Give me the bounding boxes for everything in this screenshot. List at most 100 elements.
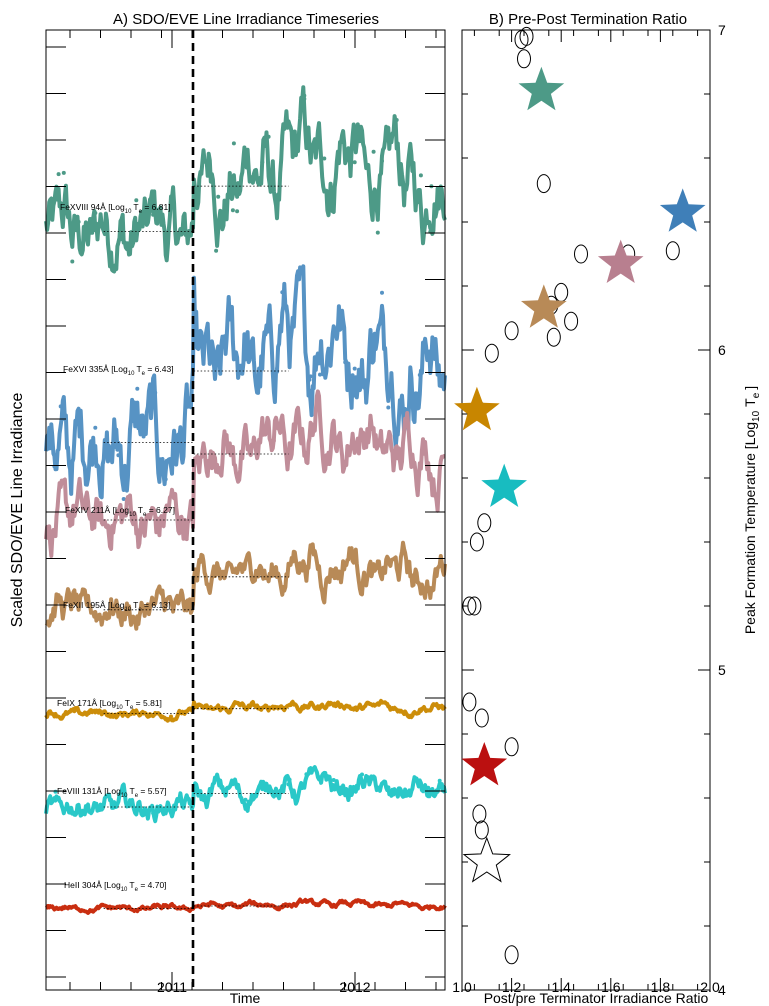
scatter-circle bbox=[477, 513, 492, 533]
series-dot bbox=[243, 797, 248, 802]
series-dot bbox=[134, 198, 139, 203]
line-label-1: FeXVI 335Å [Log10 Te = 6.43] bbox=[63, 364, 174, 377]
series-dot bbox=[375, 230, 380, 235]
panel-a-x-ticks bbox=[69, 30, 437, 990]
series-dot bbox=[394, 118, 399, 122]
series-dot bbox=[275, 366, 279, 371]
scatter-circle bbox=[574, 244, 588, 264]
series-dot bbox=[418, 173, 423, 178]
scatter-circle bbox=[469, 532, 484, 552]
series-dot bbox=[231, 141, 236, 146]
star-marker-fexvi-335- bbox=[659, 188, 706, 232]
series-dot bbox=[70, 259, 75, 264]
scatter-circle bbox=[546, 327, 561, 347]
star-marker-feix-171- bbox=[454, 386, 500, 431]
panel-b-ticks: 1.0 1.2 1.4 1.6 1.8 2.04 5 6 7 bbox=[452, 22, 726, 998]
panel-a-title: A) SDO/EVE Line Irradiance Timeseries bbox=[113, 11, 379, 28]
scatter-circle bbox=[504, 945, 519, 965]
scatter-circle bbox=[474, 820, 489, 840]
series-dot bbox=[380, 159, 384, 163]
series-dot bbox=[56, 172, 61, 177]
scatter-circle bbox=[484, 343, 499, 363]
series-dot bbox=[97, 612, 102, 617]
scatter-circle bbox=[504, 737, 519, 757]
scatter-circle bbox=[462, 596, 477, 616]
series-dot bbox=[411, 417, 416, 422]
y-label-main: Peak Formation Temperature [Log bbox=[742, 422, 758, 634]
series-dot bbox=[302, 93, 307, 98]
panel-a-x-label: Time bbox=[230, 990, 261, 1006]
line-label-5: FeVIII 131Å [Log10 Te = 5.57] bbox=[57, 786, 167, 799]
y-label-sub: 10 bbox=[751, 410, 762, 422]
series-dot bbox=[230, 208, 235, 213]
panel-a-series bbox=[44, 85, 447, 915]
series-line-3 bbox=[44, 540, 447, 631]
series-dot bbox=[396, 788, 401, 792]
series-dot bbox=[135, 386, 140, 391]
series-dot bbox=[426, 785, 431, 790]
scatter-circle bbox=[564, 311, 579, 331]
panel-b-frame bbox=[461, 29, 711, 991]
panel-a-line-labels: FeXVIII 94Å [Log10 Te = 6.81] FeXVI 335Å [… bbox=[57, 202, 175, 893]
series-dot bbox=[305, 140, 310, 145]
star-marker-fexviii-94- bbox=[518, 66, 565, 111]
series-dot bbox=[113, 445, 118, 449]
series-dot bbox=[224, 208, 229, 213]
series-dot bbox=[153, 390, 158, 395]
scatter-circle bbox=[467, 596, 482, 616]
series-dot bbox=[223, 334, 228, 339]
scatter-circle bbox=[536, 174, 551, 194]
series-dot bbox=[343, 360, 348, 365]
series-dot bbox=[352, 160, 357, 165]
panel-b-x-label: Post/pre Terminator Irradiance Ratio bbox=[484, 990, 709, 1006]
series-dot bbox=[79, 251, 84, 256]
b-x-tick-label: 1.2 bbox=[502, 979, 522, 995]
series-dot bbox=[322, 156, 327, 161]
scatter-circle bbox=[514, 30, 529, 50]
b-x-tick-label: 1.6 bbox=[601, 979, 621, 995]
series-dot bbox=[121, 497, 126, 501]
series-dot bbox=[235, 209, 240, 214]
series-dot bbox=[287, 777, 292, 782]
series-dot bbox=[286, 782, 291, 787]
series-dot bbox=[73, 706, 78, 710]
line-label-2: FeXIV 211Å [Log10 Te = 6.27] bbox=[65, 505, 175, 518]
series-line-2 bbox=[44, 389, 446, 558]
series-dot bbox=[151, 811, 156, 816]
scatter-circle bbox=[504, 321, 519, 341]
svg-text:Peak Formation Temperature [Lo: Peak Formation Temperature [Log10 Te] bbox=[742, 386, 762, 634]
series-dot bbox=[207, 361, 212, 366]
y-label-var: T bbox=[742, 398, 758, 407]
series-dot bbox=[386, 785, 391, 790]
series-dot bbox=[238, 186, 243, 190]
series-dot bbox=[226, 297, 231, 302]
series-dot bbox=[119, 237, 124, 242]
series-dot bbox=[116, 453, 121, 458]
series-dot bbox=[161, 903, 166, 907]
scatter-circle bbox=[554, 282, 569, 302]
star-marker-fexiv-211- bbox=[597, 239, 644, 283]
line-label-4: FeIX 171Å [Log10 Te = 5.81] bbox=[57, 698, 162, 711]
x-tick-2012: 2012 bbox=[339, 979, 370, 995]
series-dot bbox=[356, 131, 361, 136]
series-dot bbox=[318, 372, 322, 377]
series-dot bbox=[61, 170, 66, 175]
panel-a-frame bbox=[45, 29, 446, 991]
series-dot bbox=[328, 185, 333, 190]
line-label-0: FeXVIII 94Å [Log10 Te = 6.81] bbox=[60, 202, 171, 215]
series-dot bbox=[371, 149, 376, 154]
series-dot bbox=[90, 454, 95, 459]
b-y-tick-label: 6 bbox=[718, 342, 726, 358]
star-marker-heii-304- bbox=[461, 742, 508, 786]
series-dot bbox=[417, 373, 422, 377]
series-line-0 bbox=[44, 85, 447, 274]
b-y-tick-label: 4 bbox=[718, 982, 726, 998]
series-dot bbox=[308, 374, 313, 379]
panel-b-marks bbox=[454, 26, 706, 965]
series-dot bbox=[333, 566, 338, 571]
series-dot bbox=[386, 405, 391, 410]
series-dot bbox=[380, 290, 384, 295]
series-dot bbox=[391, 130, 396, 135]
series-dot bbox=[304, 772, 309, 777]
series-dot bbox=[437, 778, 442, 783]
